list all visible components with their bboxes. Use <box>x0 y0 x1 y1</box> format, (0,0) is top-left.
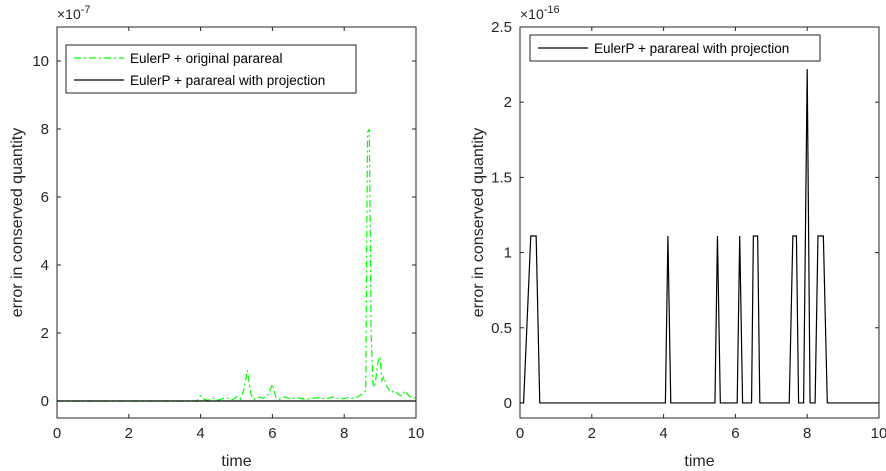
y-tick-label: 6 <box>41 189 49 206</box>
plot-area-frame <box>519 26 880 419</box>
x-tick-label: 8 <box>340 425 348 442</box>
y-tick-label: 1 <box>504 245 512 262</box>
x-tick-label: 0 <box>516 425 524 442</box>
series-line-1 <box>520 69 879 404</box>
legend: EulerP + parareal with projection <box>529 34 821 62</box>
legend-label-2: EulerP + parareal with projection <box>130 73 325 88</box>
x-tick-label: 6 <box>268 425 276 442</box>
y-axis-label: error in conserved quantity <box>470 128 487 317</box>
y-tick-label: 4 <box>41 257 49 274</box>
legend-label-1: EulerP + original parareal <box>130 51 282 66</box>
x-axis-label: time <box>684 453 714 470</box>
y-tick-label: 2 <box>41 325 49 342</box>
y-exponent-power: -7 <box>81 4 91 16</box>
y-tick-label: 2.5 <box>491 19 512 36</box>
y-tick-label: 0 <box>504 395 512 412</box>
x-tick-label: 8 <box>803 425 811 442</box>
y-tick-label: 10 <box>32 53 49 70</box>
y-exponent-label: ×10-16 <box>520 4 560 22</box>
x-axis-label: time <box>221 453 251 470</box>
chart-panel-2: 0 2 4 6 8 10 0 0.5 1 1.5 2 2.5 ×10-16 time error in co… <box>470 4 886 470</box>
y-exponent-label: ×10-7 <box>57 4 91 22</box>
x-tick-label: 6 <box>731 425 739 442</box>
y-tick-label: 1.5 <box>491 169 512 186</box>
x-tick-label: 10 <box>408 425 425 442</box>
x-tick-label: 2 <box>125 425 133 442</box>
x-tick-label: 0 <box>53 425 61 442</box>
y-exponent-base: ×10 <box>520 6 544 22</box>
y-tick-label: 2 <box>504 94 512 111</box>
y-tick-label: 0 <box>41 393 49 410</box>
x-tick-label: 4 <box>196 425 204 442</box>
y-axis-label: error in conserved quantity <box>9 128 26 317</box>
y-tick-label: 0.5 <box>491 320 512 337</box>
y-tick-label: 8 <box>41 121 49 138</box>
series-line-1 <box>57 128 416 402</box>
y-exponent-power: -16 <box>544 4 560 16</box>
x-tick-label: 4 <box>659 425 667 442</box>
y-exponent-base: ×10 <box>57 6 81 22</box>
chart-panel-1: 0 2 4 6 8 10 0 2 4 6 8 10 ×10-7 time error in conserve… <box>9 4 424 470</box>
legend-label-1: EulerP + parareal with projection <box>594 41 789 56</box>
legend-box <box>65 44 357 94</box>
x-tick-label: 2 <box>588 425 596 442</box>
legend: EulerP + original parareal EulerP + parar… <box>65 44 357 94</box>
x-tick-label: 10 <box>871 425 886 442</box>
